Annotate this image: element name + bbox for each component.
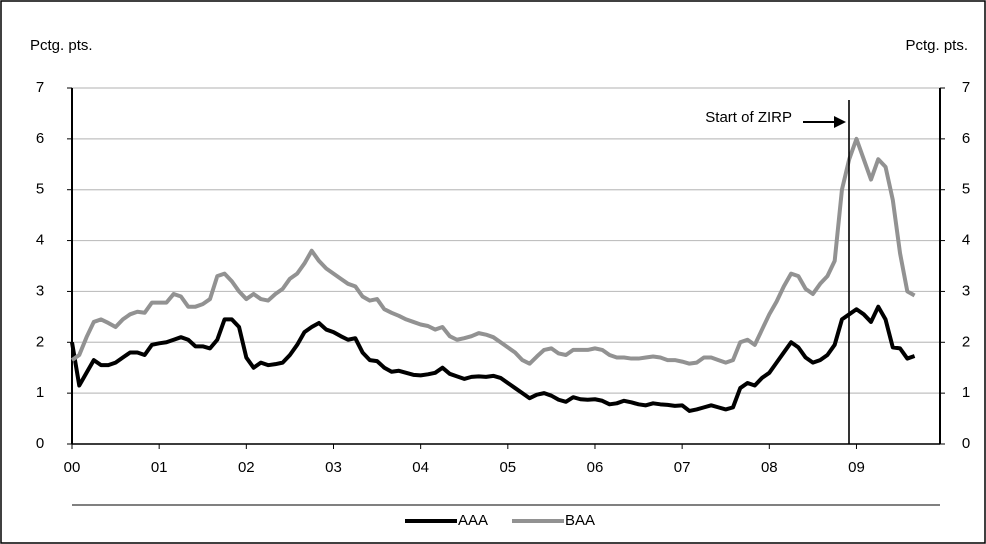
x-tick-label: 08 [761, 459, 778, 476]
x-tick-label: 07 [674, 459, 691, 476]
y-tick-label: 3 [36, 282, 44, 299]
y2-tick-label: 4 [962, 232, 970, 249]
y2-tick-label: 3 [962, 282, 970, 299]
annotation: Start of ZIRP [705, 109, 792, 126]
y-tick-label: 7 [36, 79, 44, 96]
y-tick-label: 6 [36, 130, 44, 147]
series-line [70, 304, 916, 413]
y2-tick-label: 0 [962, 435, 970, 452]
series-line [70, 136, 916, 366]
y-tick-label: 5 [36, 181, 44, 198]
annotation-arrowhead [834, 116, 846, 128]
y2-tick-label: 6 [962, 130, 970, 147]
y2-tick-label: 1 [962, 384, 970, 401]
x-tick-label: 05 [499, 459, 516, 476]
y-tick-label: 1 [36, 384, 44, 401]
x-tick-label: 02 [238, 459, 255, 476]
y2-axis-label: Pctg. pts. [905, 37, 968, 54]
x-tick-label: 04 [412, 459, 429, 476]
y-tick-label: 2 [36, 333, 44, 350]
x-tick-label: 06 [587, 459, 604, 476]
x-tick-label: 01 [151, 459, 168, 476]
y2-tick-label: 5 [962, 181, 970, 198]
y2-tick-label: 7 [962, 79, 970, 96]
y-tick-label: 0 [36, 435, 44, 452]
x-tick-label: 00 [64, 459, 81, 476]
legend-label: BAA [565, 512, 595, 529]
x-tick-label: 03 [325, 459, 342, 476]
legend-label: AAA [458, 512, 488, 529]
x-tick-label: 09 [848, 459, 865, 476]
y-axis-label: Pctg. pts. [30, 37, 93, 54]
y-tick-label: 4 [36, 232, 44, 249]
y2-tick-label: 2 [962, 333, 970, 350]
